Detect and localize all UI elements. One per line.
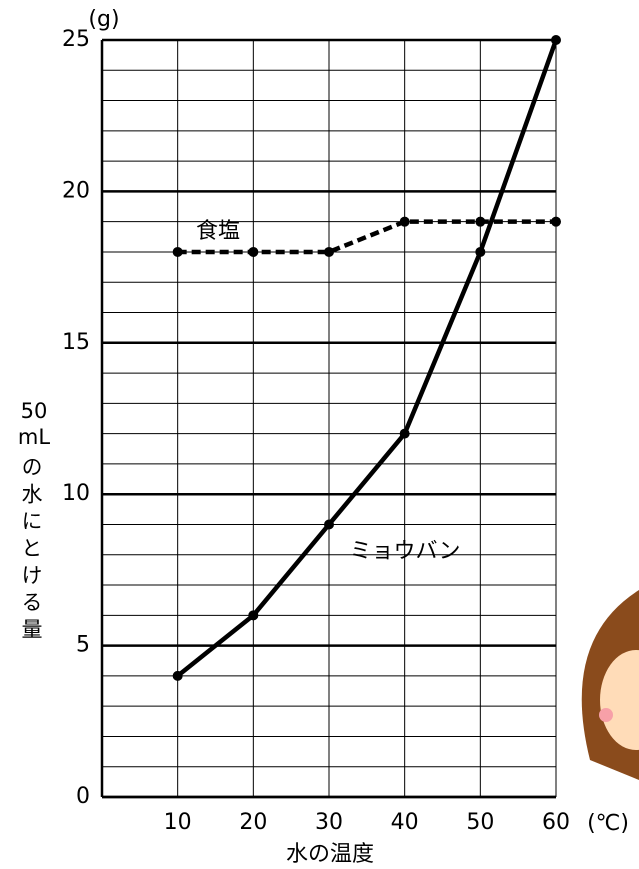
data-point [248,246,259,257]
x-tick-label: 60 [542,810,570,835]
x-tick-label: 10 [164,810,192,835]
x-unit: (℃) [587,811,629,836]
y-tick-label: 25 [62,27,90,52]
data-point [551,35,561,45]
data-point [324,519,334,530]
x-tick-label: 40 [391,810,419,835]
data-point [475,246,486,257]
y-tick-label: 20 [62,178,90,203]
series-label: 食塩 [196,219,240,244]
x-tick-label: 30 [315,810,343,835]
data-point [248,610,259,621]
y-axis-title: の水にとける量 [19,456,43,645]
data-point [551,216,561,227]
y-axis-unit-label: 50 mL [17,399,51,449]
data-point [399,216,410,227]
data-point [475,216,486,227]
series-line [177,219,556,255]
x-tick-label: 50 [466,810,494,835]
y-tick-label: 5 [76,633,90,658]
x-axis-title: 水の温度 [286,842,374,867]
data-point [172,246,183,257]
data-point [324,246,334,257]
data-point [172,670,183,681]
y-tick-label: 0 [76,784,90,809]
x-tick-label: 20 [239,810,267,835]
y-tick-label: 10 [62,481,90,506]
y-tick-label: 15 [62,330,90,355]
y-unit: (g) [88,7,119,32]
series-line [176,39,559,678]
data-point [399,428,410,439]
series-label: ミョウバン [349,539,460,564]
decoration [581,590,639,780]
